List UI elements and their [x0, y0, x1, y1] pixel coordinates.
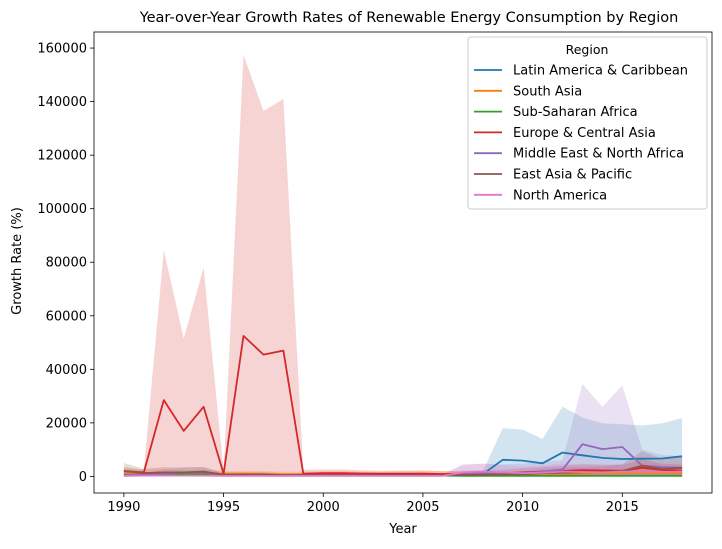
- legend-label-east-asia-and-pacific: East Asia & Pacific: [513, 168, 632, 183]
- legend-label-middle-east-and-north-africa: Middle East & North Africa: [513, 147, 684, 162]
- y-tick-label: 120000: [37, 149, 87, 164]
- y-tick-label: 100000: [37, 202, 87, 217]
- x-tick-label: 2010: [506, 500, 539, 515]
- band-east-asia-and-pacific: [123, 451, 683, 477]
- legend-label-south-asia: South Asia: [513, 84, 582, 99]
- y-tick-label: 160000: [37, 42, 87, 57]
- x-tick-label: 1995: [207, 500, 240, 515]
- legend-box: [467, 36, 708, 210]
- x-tick-label: 2000: [307, 500, 340, 515]
- legend-label-sub-saharan-africa: Sub-Saharan Africa: [513, 105, 638, 120]
- y-tick-label: 60000: [46, 309, 87, 324]
- y-axis-ticks: 0 20000 40000 60000 80000 100000 120000 140000 1…: [37, 42, 94, 485]
- legend: Region Latin America & Caribbean South As…: [467, 36, 708, 210]
- chart-title: Year-over-Year Growth Rates of Renewable…: [139, 10, 679, 26]
- legend-label-latin-america-and-caribbean: Latin America & Caribbean: [513, 64, 688, 79]
- y-axis-label: Growth Rate (%): [10, 207, 25, 315]
- series-lines: [123, 334, 683, 477]
- legend-label-europe-and-central-asia: Europe & Central Asia: [513, 126, 656, 141]
- y-tick-label: 20000: [46, 416, 87, 431]
- band-middle-east-and-north-africa: [123, 384, 683, 477]
- legend-items: Latin America & Caribbean South Asia Sub-S…: [474, 64, 688, 203]
- y-tick-label: 0: [79, 470, 87, 485]
- legend-title: Region: [566, 42, 609, 57]
- x-tick-label: 2015: [606, 500, 639, 515]
- x-axis-ticks: 1990 1995 2000 2005 2010 2015: [107, 493, 639, 515]
- line-latin-america-and-caribbean: [462, 451, 683, 476]
- legend-label-north-america: North America: [513, 188, 607, 203]
- band-europe-and-central-asia: [123, 54, 683, 477]
- x-tick-label: 2005: [406, 500, 439, 515]
- y-tick-label: 40000: [46, 363, 87, 378]
- line-north-america: [123, 470, 683, 477]
- x-axis-label: Year: [388, 522, 417, 537]
- x-tick-label: 1990: [107, 500, 140, 515]
- y-tick-label: 80000: [46, 256, 87, 271]
- line-europe-and-central-asia: [123, 334, 683, 475]
- y-tick-label: 140000: [37, 95, 87, 110]
